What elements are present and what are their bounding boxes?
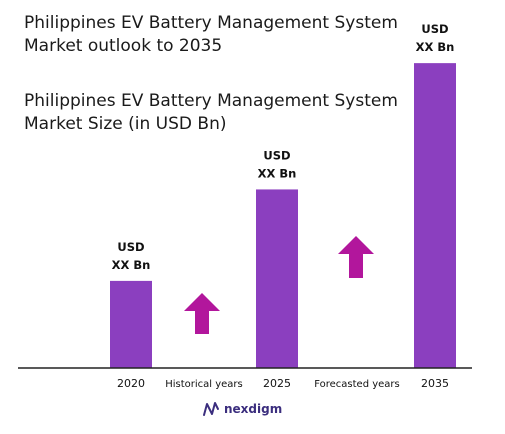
brand: nexdigm	[202, 401, 282, 417]
up-arrow-icon	[338, 236, 374, 278]
period-label-1: Historical years	[165, 379, 243, 390]
data-label-2020-line-1: USD	[117, 240, 144, 254]
chart-subtitle-line-1: Philippines EV Battery Management System	[24, 91, 398, 111]
data-label-2035-line-2: XX Bn	[416, 40, 455, 54]
nexdigm-logo-icon	[203, 402, 219, 416]
tick-label-2020: 2020	[117, 377, 145, 390]
chart-subtitle-line-2: Market Size (in USD Bn)	[24, 114, 227, 134]
up-arrow-icon	[184, 293, 220, 334]
brand-name: nexdigm	[224, 402, 283, 416]
period-label-2: Forecasted years	[314, 379, 400, 390]
tick-label-2035: 2035	[421, 377, 449, 390]
data-label-2035-line-1: USD	[421, 22, 448, 36]
data-label-2020-line-2: XX Bn	[112, 258, 151, 272]
chart-title-line-2: Market outlook to 2035	[24, 36, 223, 56]
data-label-2025-line-1: USD	[263, 148, 290, 162]
data-label-2025-line-2: XX Bn	[258, 166, 297, 180]
bar-2020	[110, 280, 152, 368]
bar-2025	[256, 189, 298, 368]
bar-2035	[414, 63, 456, 368]
chart-title-line-1: Philippines EV Battery Management System	[24, 13, 398, 33]
tick-label-2025: 2025	[263, 377, 291, 390]
